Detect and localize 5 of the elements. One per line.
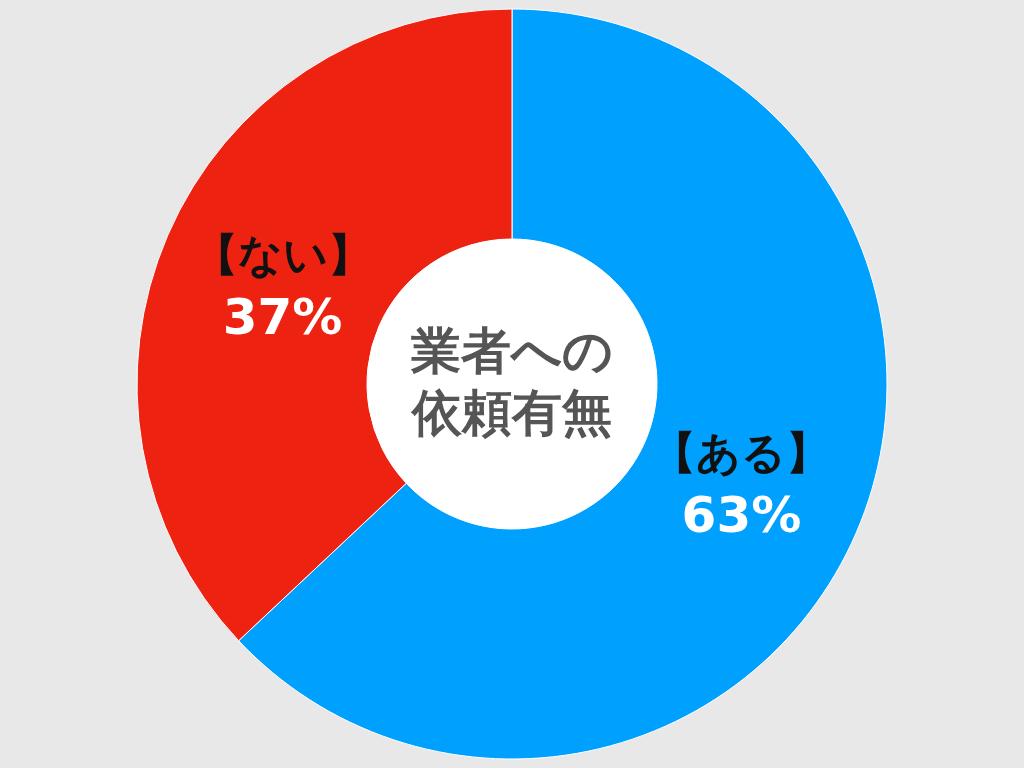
text: 業者への依頼有無 [410,322,613,442]
data-label: 63% [681,486,802,545]
slice-label: 【ない】 [193,228,372,280]
slice-label: 【ある】 [652,427,831,479]
data-label: 37% [222,287,343,346]
